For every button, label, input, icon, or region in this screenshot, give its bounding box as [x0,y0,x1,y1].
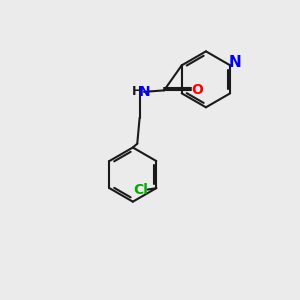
Text: N: N [229,55,242,70]
Text: H: H [131,85,142,98]
Text: O: O [191,83,203,98]
Text: N: N [139,85,150,99]
Text: Cl: Cl [134,183,148,196]
